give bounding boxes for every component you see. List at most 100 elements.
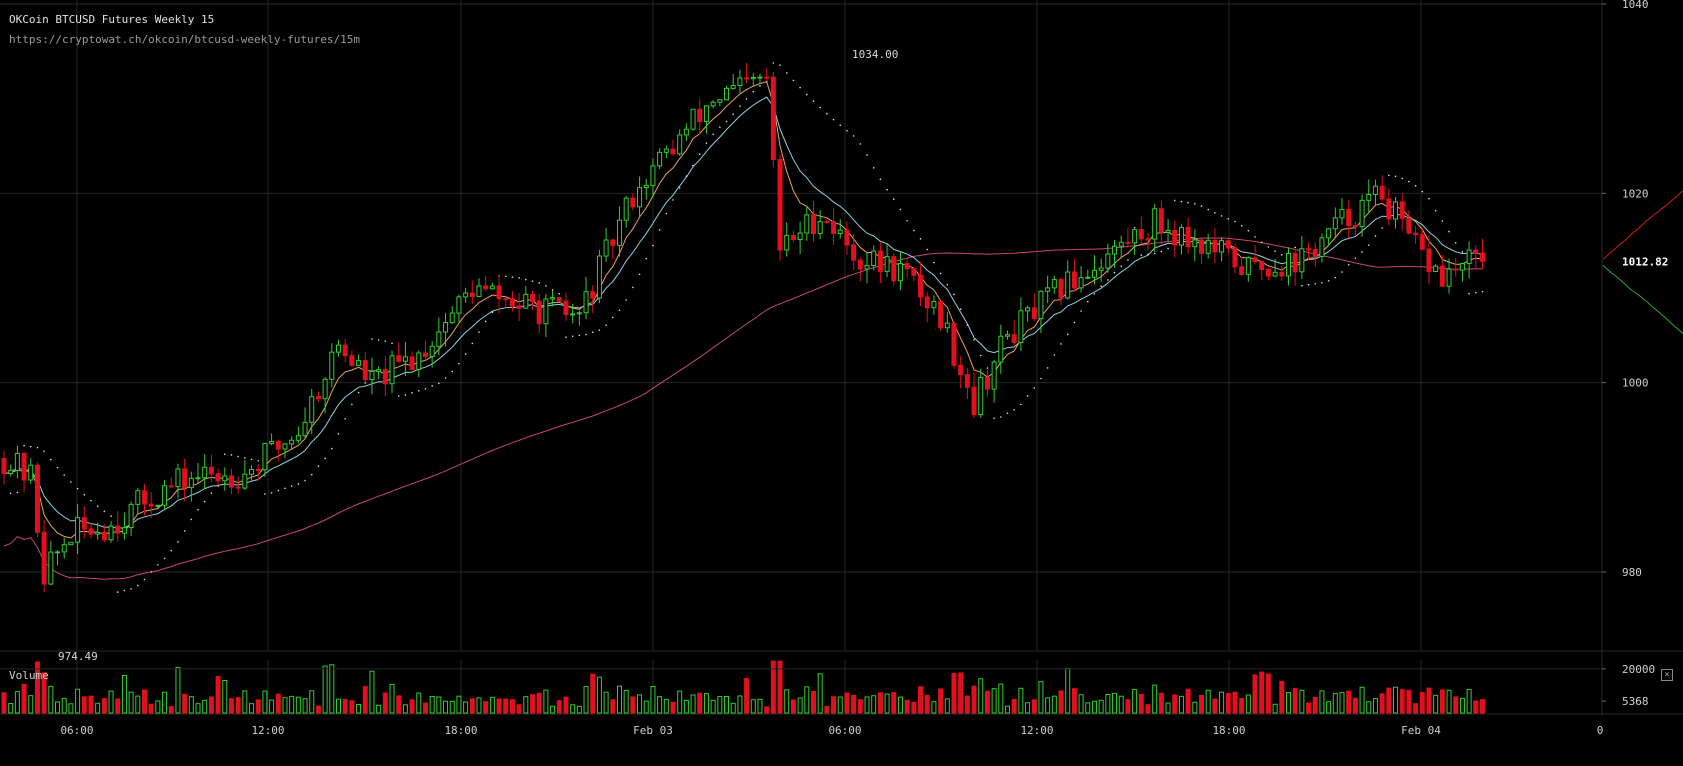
sar-dot <box>752 90 755 93</box>
sar-dot <box>892 198 895 200</box>
candle-body <box>34 464 40 533</box>
volume-bar <box>623 689 629 714</box>
volume-bar <box>790 699 796 714</box>
grid <box>0 0 1683 715</box>
sar-dot <box>1461 251 1464 253</box>
candle <box>603 227 609 262</box>
candle-body <box>523 293 529 309</box>
volume-bar <box>730 702 736 714</box>
volume-bar <box>309 690 315 714</box>
candle <box>222 467 228 491</box>
candle-body <box>389 355 395 385</box>
candle-body <box>1426 248 1432 272</box>
candle-body <box>1165 229 1171 233</box>
candle <box>1433 264 1439 272</box>
candles <box>1 62 1485 593</box>
candle <box>984 369 990 398</box>
volume-bar <box>844 692 850 714</box>
volume-bar <box>1272 703 1278 714</box>
candle-body <box>75 517 81 543</box>
volume-bar <box>81 696 87 714</box>
volume-bar <box>456 695 462 714</box>
candle-body <box>931 300 937 309</box>
volume-bar <box>703 693 709 714</box>
sar-dot <box>83 494 86 496</box>
sar-dot <box>1361 251 1363 253</box>
volume-bar <box>690 694 696 714</box>
candle <box>871 245 877 271</box>
sar-dot <box>351 403 353 406</box>
candle <box>703 105 709 134</box>
candle <box>998 324 1004 375</box>
candle-body <box>1212 239 1218 253</box>
sar-dot <box>290 485 293 487</box>
volume-bar <box>837 696 843 714</box>
sar-dot <box>1260 241 1263 244</box>
candle-body <box>61 544 67 553</box>
volume-bar <box>1125 699 1131 714</box>
volume-bar <box>329 664 335 714</box>
volume-bar <box>8 703 14 714</box>
volume-bar <box>670 701 676 714</box>
close-icon[interactable]: × <box>1661 669 1673 681</box>
candle-body <box>503 298 509 301</box>
volume-bar <box>683 699 689 714</box>
candle-body <box>195 477 201 480</box>
candle-body <box>1379 185 1385 200</box>
volume-bar <box>1118 695 1124 714</box>
sar-dot <box>76 487 79 490</box>
sar-dot <box>1167 247 1169 250</box>
sar-dot <box>1234 220 1236 223</box>
candle <box>938 300 944 331</box>
candle-body <box>623 197 629 221</box>
sar-dot <box>1200 205 1203 207</box>
candle-body <box>790 234 796 241</box>
candle-body <box>964 374 970 388</box>
candle <box>657 148 663 170</box>
ma-long-line <box>3 237 1483 580</box>
candle <box>449 306 455 324</box>
sar-dot <box>1367 244 1370 246</box>
candle-body <box>262 442 268 471</box>
sar-dot <box>36 446 39 449</box>
volume-bar <box>503 698 509 714</box>
volume-bar <box>1372 698 1378 714</box>
candle <box>1232 243 1238 274</box>
candle <box>911 268 917 282</box>
sar-dot <box>471 342 474 345</box>
candle <box>717 99 723 107</box>
candle <box>757 73 763 84</box>
volume-bar <box>1352 697 1358 714</box>
candle <box>1419 227 1425 251</box>
volume-bar <box>1232 691 1238 714</box>
candle-body <box>677 134 683 155</box>
candle <box>121 512 127 540</box>
candle <box>1152 203 1158 253</box>
volume-bar <box>369 670 375 714</box>
sar-dot <box>665 212 668 215</box>
candle-body <box>710 101 716 107</box>
volume-bar <box>262 690 268 714</box>
candle-body <box>21 452 27 481</box>
volume-bar <box>1165 702 1171 714</box>
volume-bar <box>1112 692 1118 714</box>
volume-bar <box>1219 691 1225 714</box>
candle <box>509 291 515 312</box>
candle <box>616 206 622 257</box>
sar-dot <box>244 457 246 459</box>
candle <box>269 433 275 446</box>
candle <box>1272 258 1278 278</box>
candle-body <box>1025 307 1031 312</box>
volume-bar <box>971 685 977 714</box>
candle <box>275 439 281 462</box>
candle-body <box>944 322 950 329</box>
volume-bar <box>1312 696 1318 714</box>
ema-slow-line <box>3 96 1483 529</box>
volume-bar <box>1172 694 1178 714</box>
candle-body <box>255 468 261 471</box>
chart-url[interactable]: https://cryptowat.ch/okcoin/btcusd-weekl… <box>9 33 360 46</box>
sar-dot <box>939 272 942 275</box>
volume-bar <box>677 690 683 714</box>
